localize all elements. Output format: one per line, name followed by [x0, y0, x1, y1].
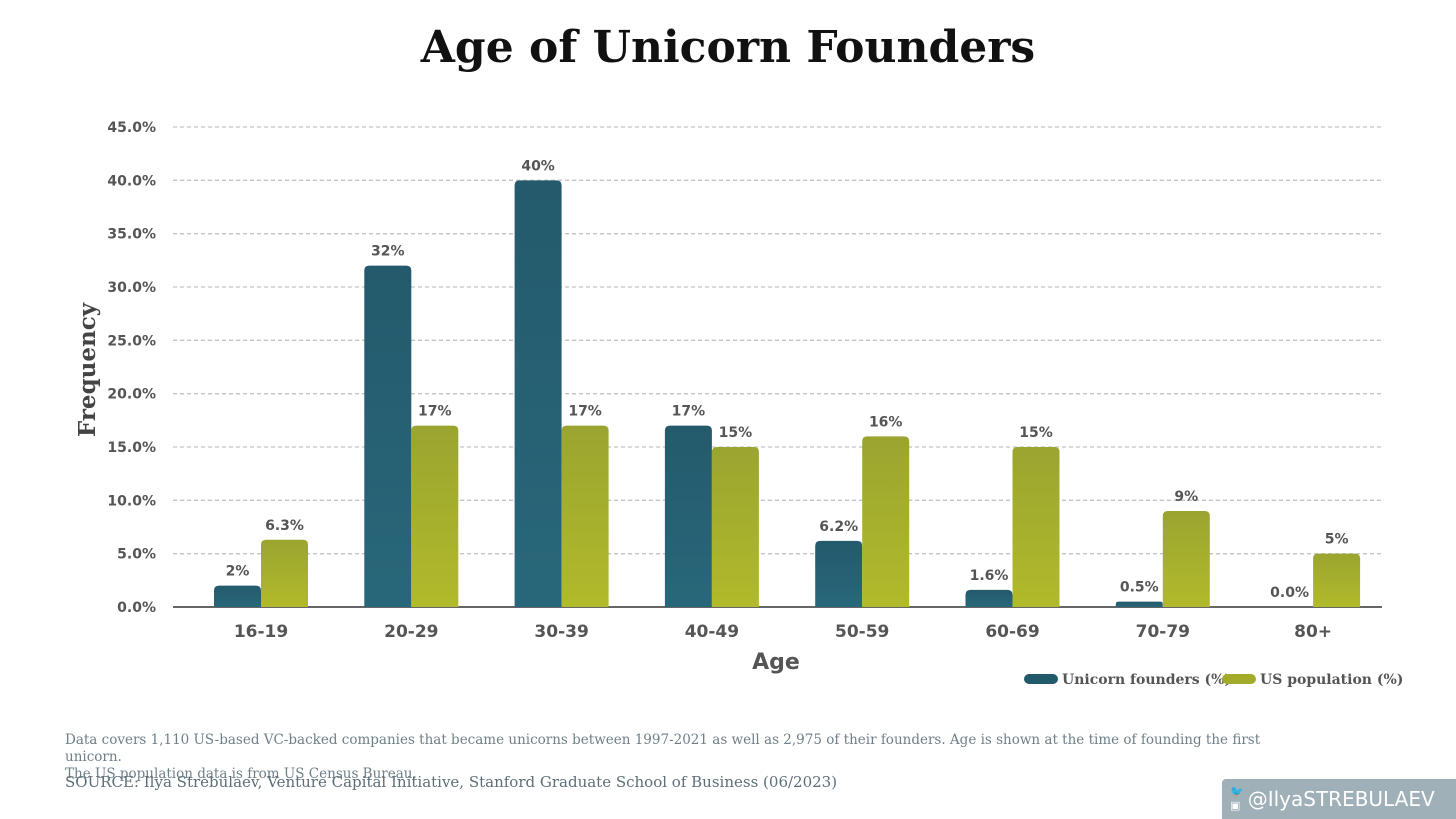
data-label: 16%	[869, 414, 903, 430]
y-tick-label: 40.0%	[107, 173, 156, 189]
legend-swatch	[1222, 674, 1256, 684]
bar-us-population-20-29	[411, 425, 459, 607]
x-tick-label: 40-49	[685, 622, 739, 642]
bar-us-population-80+	[1313, 553, 1361, 607]
x-axis-title: Age	[752, 650, 800, 675]
data-label: 9%	[1174, 489, 1198, 505]
source-note: SOURCE: Ilya Strebulaev, Venture Capital…	[65, 773, 838, 791]
bar-unicorn-founders-50-59	[815, 540, 863, 607]
social-handle: @IlyaSTREBULAEV	[1247, 787, 1435, 811]
twitter-icon: 🐦	[1230, 785, 1244, 798]
data-label: 32%	[371, 244, 405, 260]
bar-us-population-70-79	[1162, 511, 1210, 607]
x-tick-label: 80+	[1294, 622, 1332, 642]
data-label: 17%	[568, 404, 602, 420]
legend-swatch	[1024, 674, 1058, 684]
legend-label: US population (%)	[1260, 672, 1403, 688]
y-tick-label: 45.0%	[107, 120, 156, 136]
legend-label: Unicorn founders (%)	[1062, 672, 1231, 688]
y-tick-label: 20.0%	[107, 387, 156, 403]
bar-us-population-40-49	[711, 447, 759, 607]
x-tick-label: 60-69	[985, 622, 1039, 642]
data-label: 0.5%	[1120, 580, 1159, 596]
data-label: 15%	[719, 425, 753, 441]
y-tick-label: 15.0%	[107, 440, 156, 456]
instagram-icon: ▣	[1230, 799, 1241, 812]
bar-us-population-60-69	[1012, 447, 1060, 607]
chart-title: Age of Unicorn Founders	[420, 22, 1036, 73]
data-label: 1.6%	[970, 568, 1009, 584]
x-tick-label: 70-79	[1136, 622, 1190, 642]
data-label: 5%	[1325, 532, 1349, 548]
y-tick-label: 0.0%	[117, 600, 156, 616]
bar-unicorn-founders-20-29	[364, 265, 412, 607]
x-tick-label: 50-59	[835, 622, 889, 642]
x-tick-label: 30-39	[534, 622, 588, 642]
data-label: 0.0%	[1270, 585, 1309, 601]
y-tick-label: 5.0%	[117, 547, 156, 563]
bar-unicorn-founders-70-79	[1115, 601, 1163, 607]
social-badge[interactable]: 🐦 ▣ @IlyaSTREBULAEV	[1222, 779, 1456, 819]
bar-us-population-50-59	[862, 436, 910, 607]
footnote: Data covers 1,110 US-based VC-backed com…	[65, 732, 1315, 783]
data-label: 15%	[1019, 425, 1053, 441]
data-label: 2%	[226, 564, 250, 580]
bar-us-population-16-19	[261, 539, 308, 607]
data-label: 6.2%	[819, 519, 858, 535]
bar-unicorn-founders-16-19	[214, 585, 261, 607]
x-tick-label: 20-29	[384, 622, 438, 642]
bar-unicorn-founders-60-69	[965, 589, 1013, 607]
footnote-line2: The US population data is from US Census…	[65, 766, 417, 782]
data-label: 6.3%	[265, 518, 304, 534]
data-label: 17%	[672, 404, 706, 420]
data-label: 17%	[418, 404, 452, 420]
y-tick-label: 30.0%	[107, 280, 156, 296]
data-label: 40%	[521, 158, 555, 174]
footnote-line1: Data covers 1,110 US-based VC-backed com…	[65, 732, 1261, 765]
bar-unicorn-founders-40-49	[664, 425, 712, 607]
bar-unicorn-founders-30-39	[514, 180, 562, 608]
bar-us-population-30-39	[561, 425, 609, 607]
y-tick-label: 10.0%	[107, 493, 156, 509]
y-axis-title: Frequency	[74, 302, 101, 437]
x-tick-label: 16-19	[234, 622, 288, 642]
y-tick-label: 25.0%	[107, 333, 156, 349]
y-tick-label: 35.0%	[107, 227, 156, 243]
